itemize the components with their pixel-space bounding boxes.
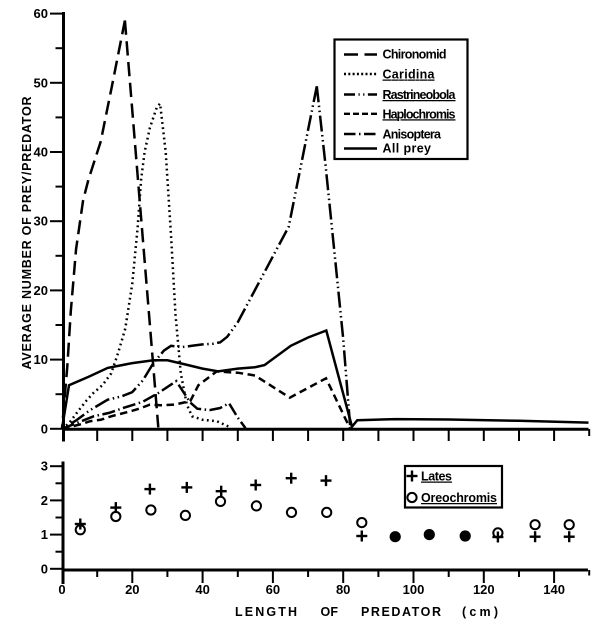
- svg-text:AVERAGE NUMBER OF PREY/PREDATO: AVERAGE NUMBER OF PREY/PREDATOR: [20, 97, 34, 370]
- svg-text:Chironomid: Chironomid: [383, 48, 447, 62]
- svg-text:80: 80: [336, 582, 350, 597]
- svg-text:Oreochromis: Oreochromis: [421, 491, 497, 505]
- svg-text:20: 20: [34, 283, 48, 298]
- svg-text:3: 3: [41, 459, 48, 474]
- svg-text:All prey: All prey: [383, 142, 432, 156]
- svg-text:OF: OF: [321, 605, 339, 619]
- svg-text:(cm): (cm): [462, 605, 498, 619]
- svg-text:LENGTH: LENGTH: [235, 605, 297, 619]
- svg-text:50: 50: [34, 75, 48, 90]
- svg-text:0: 0: [41, 421, 48, 436]
- svg-text:2: 2: [41, 493, 48, 508]
- svg-text:60: 60: [34, 6, 48, 21]
- svg-text:Lates: Lates: [421, 470, 452, 484]
- svg-text:100: 100: [403, 582, 425, 597]
- svg-text:30: 30: [34, 214, 48, 229]
- svg-text:140: 140: [543, 582, 565, 597]
- svg-text:Anisoptera: Anisoptera: [383, 128, 443, 142]
- svg-text:120: 120: [473, 582, 495, 597]
- svg-text:Haplochromis: Haplochromis: [383, 107, 456, 121]
- svg-text:60: 60: [266, 582, 280, 597]
- svg-text:0: 0: [41, 561, 48, 576]
- svg-text:0: 0: [58, 582, 65, 597]
- svg-text:Rastrineobola: Rastrineobola: [383, 88, 457, 102]
- svg-text:40: 40: [34, 145, 48, 160]
- svg-text:Caridina: Caridina: [383, 68, 436, 82]
- svg-text:20: 20: [125, 582, 139, 597]
- svg-text:1: 1: [41, 527, 48, 542]
- svg-text:40: 40: [195, 582, 209, 597]
- svg-text:10: 10: [34, 352, 48, 367]
